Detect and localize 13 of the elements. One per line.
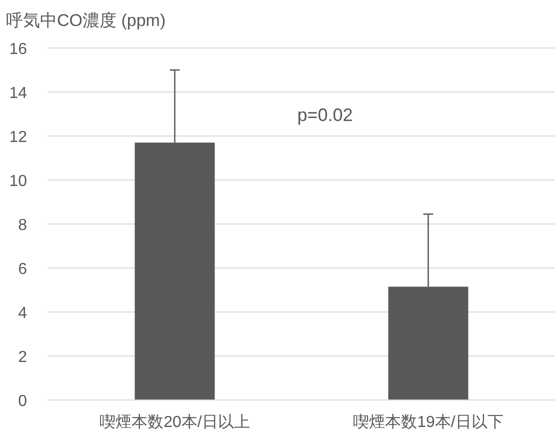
y-axis-title: 呼気中CO濃度 (ppm)	[6, 11, 166, 30]
y-tick-label: 12	[9, 129, 28, 146]
annotation: p=0.02	[297, 105, 353, 125]
y-tick-label: 16	[9, 41, 28, 58]
y-tick-label: 0	[18, 393, 28, 410]
x-tick-label: 喫煙本数19本/日以下	[353, 413, 504, 431]
y-tick-label: 10	[9, 173, 28, 190]
y-tick-label: 2	[18, 349, 28, 366]
y-tick-label: 6	[18, 261, 28, 278]
y-tick-label: 14	[9, 85, 28, 102]
x-tick-label: 喫煙本数20本/日以上	[100, 413, 250, 431]
y-tick-label: 8	[18, 217, 28, 234]
y-tick-label: 4	[18, 305, 28, 322]
